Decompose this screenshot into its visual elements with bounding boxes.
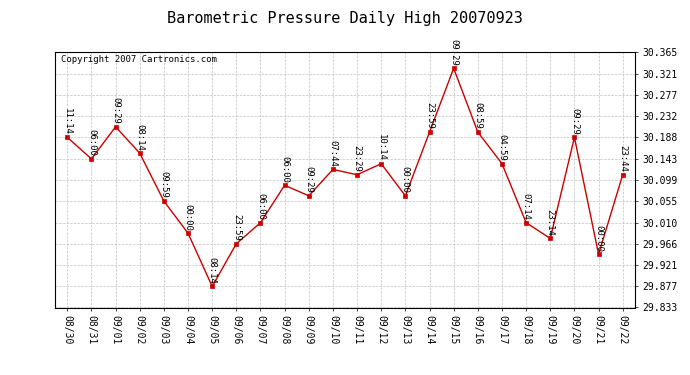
Text: 06:00: 06:00 bbox=[87, 129, 96, 156]
Text: 08:14: 08:14 bbox=[208, 257, 217, 284]
Text: 23:59: 23:59 bbox=[232, 214, 241, 241]
Text: 06:00: 06:00 bbox=[256, 193, 265, 220]
Text: 09:29: 09:29 bbox=[570, 108, 579, 135]
Text: 09:29: 09:29 bbox=[304, 166, 313, 193]
Text: Copyright 2007 Cartronics.com: Copyright 2007 Cartronics.com bbox=[61, 55, 217, 64]
Text: 09:59: 09:59 bbox=[159, 171, 168, 198]
Text: Barometric Pressure Daily High 20070923: Barometric Pressure Daily High 20070923 bbox=[167, 11, 523, 26]
Text: 23:29: 23:29 bbox=[353, 145, 362, 172]
Text: 00:00: 00:00 bbox=[184, 204, 193, 230]
Text: 10:14: 10:14 bbox=[377, 134, 386, 161]
Text: 08:14: 08:14 bbox=[135, 123, 144, 150]
Text: 09:29: 09:29 bbox=[111, 97, 120, 124]
Text: 23:59: 23:59 bbox=[425, 102, 434, 129]
Text: 07:44: 07:44 bbox=[328, 140, 337, 166]
Text: 06:00: 06:00 bbox=[280, 156, 289, 183]
Text: 08:59: 08:59 bbox=[473, 102, 482, 129]
Text: 23:44: 23:44 bbox=[618, 145, 627, 172]
Text: 11:14: 11:14 bbox=[63, 108, 72, 135]
Text: 00:00: 00:00 bbox=[594, 225, 603, 252]
Text: 23:14: 23:14 bbox=[546, 209, 555, 236]
Text: 00:00: 00:00 bbox=[401, 166, 410, 193]
Text: 07:14: 07:14 bbox=[522, 193, 531, 220]
Text: 04:59: 04:59 bbox=[497, 134, 506, 161]
Text: 09:29: 09:29 bbox=[449, 39, 458, 66]
